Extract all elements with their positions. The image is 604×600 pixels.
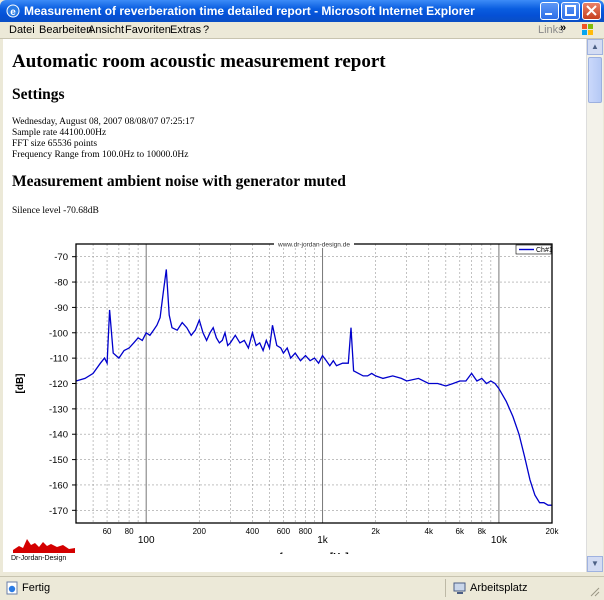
security-zone: Arbeitsplatz	[470, 582, 528, 594]
my-computer-icon	[453, 582, 466, 594]
y-tick-label: -90	[54, 303, 68, 314]
x-tick-label: 4k	[425, 527, 434, 536]
settings-fft-size: FFT size 65536 points	[12, 139, 98, 149]
links-toolbar[interactable]: Links	[538, 24, 564, 36]
status-bar: Fertig Arbeitsplatz	[0, 576, 604, 600]
settings-sample-rate: Sample rate 44100.00Hz	[12, 128, 107, 138]
windows-logo-icon	[582, 24, 593, 35]
y-tick-label: -70	[54, 252, 68, 263]
title-bar: e Measurement of reverberation time deta…	[0, 0, 604, 22]
dr-jordan-design-logo: Dr-Jordan-Design	[11, 539, 75, 562]
logo-text: Dr-Jordan-Design	[11, 555, 66, 562]
scroll-up-button[interactable]: ▲	[587, 39, 603, 55]
chevron-right-icon[interactable]: »	[560, 22, 567, 34]
x-tick-label: 600	[277, 527, 291, 536]
y-tick-label: -170	[49, 506, 68, 517]
noise-heading: Measurement ambient noise with generator…	[12, 173, 346, 190]
menu-ansicht[interactable]: Ansicht	[88, 24, 125, 36]
x-tick-label: 20k	[546, 527, 560, 536]
close-icon	[586, 5, 597, 16]
x-major-tick-label: 100	[138, 535, 155, 546]
settings-frequency-range: Frequency Range from 100.0Hz to 10000.0H…	[12, 150, 189, 160]
x-tick-label: 200	[193, 527, 207, 536]
report-title: Automatic room acoustic measurement repo…	[12, 51, 386, 72]
x-tick-label: 800	[299, 527, 313, 536]
x-tick-label: 60	[103, 527, 112, 536]
y-tick-label: -80	[54, 278, 68, 289]
x-tick-label: 2k	[371, 527, 380, 536]
x-tick-label: 6k	[456, 527, 465, 536]
svg-text:e: e	[10, 7, 16, 18]
y-axis-label: [dB]	[15, 374, 26, 394]
menu-datei[interactable]: Datei	[9, 24, 35, 36]
menu-help[interactable]: ?	[203, 24, 210, 36]
menu-bar: Datei Bearbeiten Ansicht Favoriten Extra…	[0, 22, 604, 39]
y-tick-label: -110	[50, 354, 68, 365]
x-tick-label: 400	[246, 527, 260, 536]
settings-date: Wednesday, August 08, 2007 08/08/07 07:2…	[12, 117, 195, 127]
menu-favoriten[interactable]: Favoriten	[125, 24, 171, 36]
minimize-button[interactable]	[540, 2, 559, 20]
status-text: Fertig	[22, 582, 51, 594]
silence-level: Silence level -70.68dB	[12, 206, 99, 216]
scroll-thumb[interactable]	[588, 57, 602, 103]
legend-label: Ch#1	[536, 247, 553, 254]
noise-spectrum-chart: -70 -80 -90 -100 -110 -120 -130 -140 -150 -160 -17…	[15, 240, 560, 554]
maximize-icon	[565, 5, 576, 16]
x-tick-label: 80	[125, 527, 134, 536]
page-content: Automatic room acoustic measurement repo…	[3, 39, 586, 572]
window-title: Measurement of reverberation time detail…	[24, 4, 475, 18]
series-line-ch1	[75, 269, 552, 506]
close-button[interactable]	[582, 2, 601, 20]
minimize-icon	[545, 13, 552, 15]
page-done-icon	[6, 581, 18, 595]
y-tick-label: -120	[49, 379, 68, 390]
x-major-tick-label: 1k	[317, 535, 329, 546]
x-tick-label: 8k	[478, 527, 487, 536]
x-axis-label: frequency [Hz]	[279, 552, 348, 554]
menu-extras[interactable]: Extras	[170, 24, 202, 36]
x-major-tick-label: 10k	[491, 535, 508, 546]
internet-explorer-icon: e	[6, 4, 20, 18]
scroll-down-button[interactable]: ▼	[587, 556, 603, 572]
y-tick-label: -150	[49, 455, 68, 466]
y-tick-label: -160	[49, 480, 68, 491]
y-tick-label: -140	[49, 430, 68, 441]
chart-title: www.dr-jordan-design.de	[277, 242, 350, 249]
settings-heading: Settings	[12, 86, 65, 103]
maximize-button[interactable]	[561, 2, 580, 20]
menu-bearbeiten[interactable]: Bearbeiten	[39, 24, 93, 36]
chart-title-background	[274, 240, 354, 248]
resize-grip-icon[interactable]	[588, 585, 600, 597]
vertical-scrollbar[interactable]: ▲ ▼	[586, 39, 603, 572]
y-tick-label: -100	[49, 328, 68, 339]
y-tick-label: -130	[49, 404, 68, 415]
